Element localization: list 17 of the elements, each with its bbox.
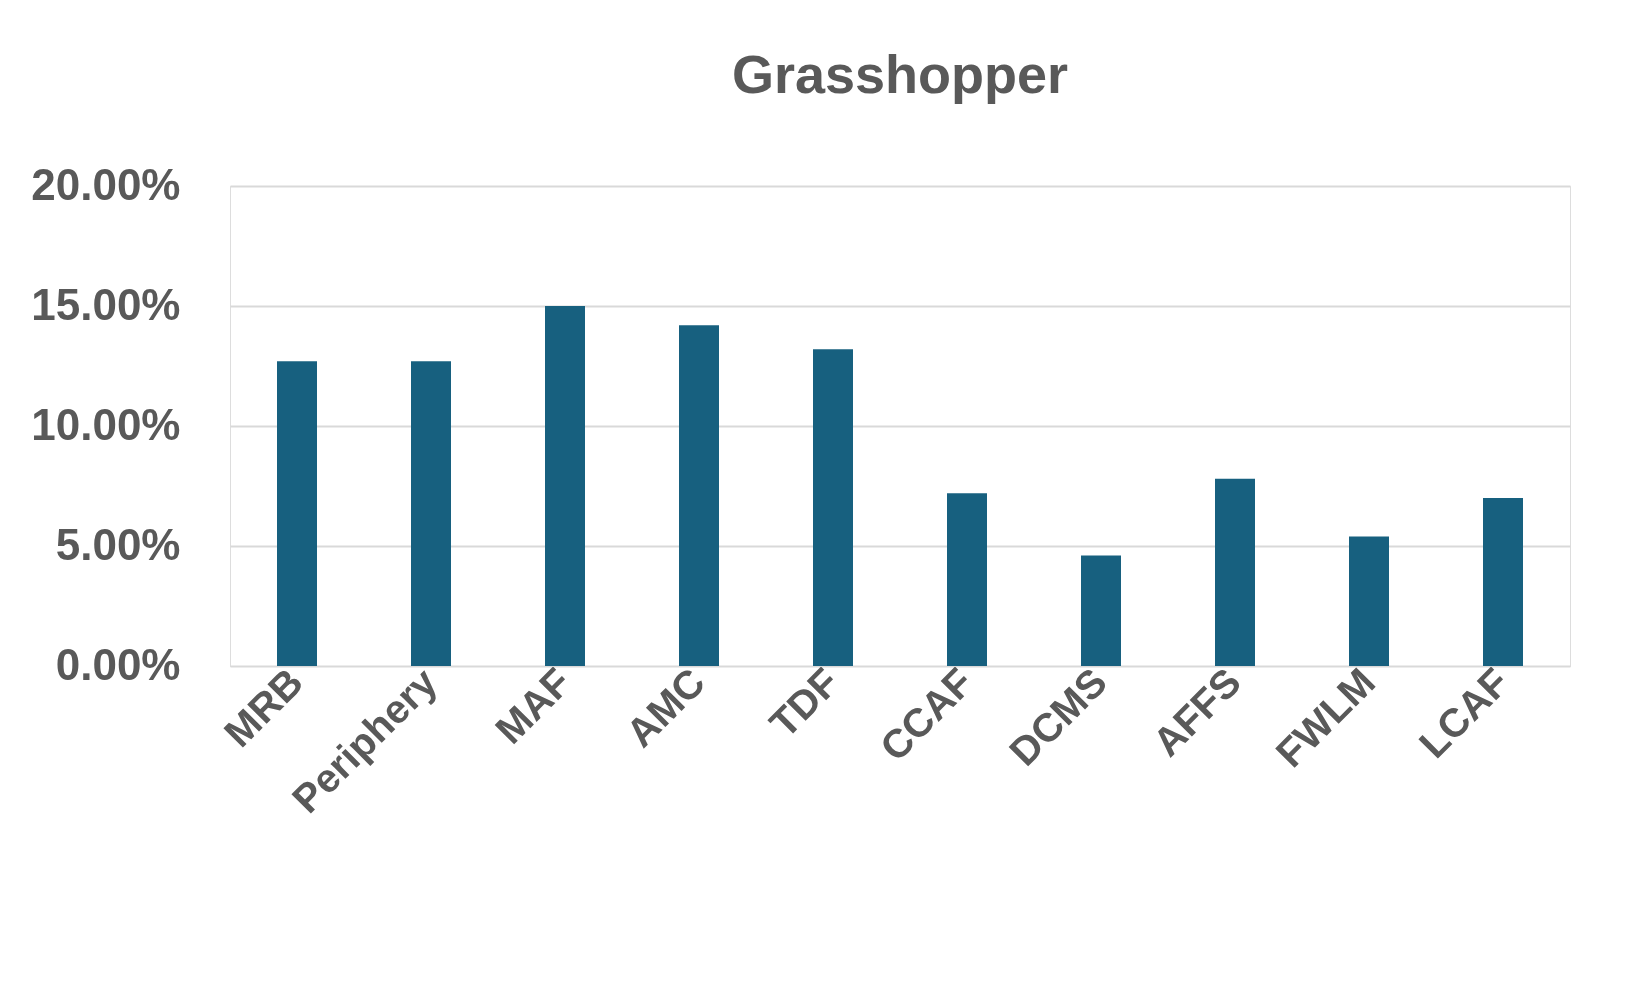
bar [679,325,719,666]
y-tick-label: 10.00% [31,399,181,449]
chart-title: Grasshopper [731,44,1069,104]
bar [813,349,853,666]
bar [1349,536,1389,666]
bar [947,493,987,666]
bar [1215,478,1255,666]
x-tick-label: TDF [761,659,848,746]
bar [1081,555,1121,666]
y-tick-label: 20.00% [31,159,181,209]
y-tick-label: 0.00% [55,639,181,689]
y-tick-label: 15.00% [31,279,181,329]
y-tick-label: 5.00% [55,519,181,569]
bar [545,306,585,666]
bar [411,361,451,666]
bar [1483,498,1523,666]
bar [277,361,317,666]
